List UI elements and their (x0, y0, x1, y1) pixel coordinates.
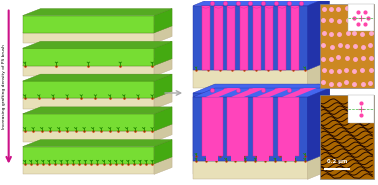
Bar (201, 6, 210, 70)
Polygon shape (23, 33, 154, 43)
Bar (231, 97, 244, 161)
Bar (206, 97, 218, 161)
Ellipse shape (253, 91, 261, 95)
Polygon shape (23, 114, 154, 131)
Bar (319, 95, 374, 179)
Polygon shape (206, 88, 240, 97)
Polygon shape (23, 131, 154, 142)
Text: 0.2 μm: 0.2 μm (327, 159, 347, 164)
Polygon shape (23, 124, 172, 131)
Polygon shape (193, 61, 330, 70)
Polygon shape (23, 26, 172, 33)
Polygon shape (193, 6, 308, 70)
Polygon shape (23, 48, 154, 65)
Polygon shape (193, 70, 308, 88)
Polygon shape (23, 74, 172, 81)
Polygon shape (23, 107, 172, 114)
Polygon shape (23, 164, 154, 174)
Ellipse shape (201, 3, 210, 8)
Polygon shape (308, 88, 330, 161)
Polygon shape (23, 9, 172, 16)
Ellipse shape (291, 3, 299, 8)
Ellipse shape (227, 91, 235, 95)
Polygon shape (308, 148, 330, 174)
Bar (240, 6, 248, 70)
Bar (291, 6, 299, 70)
Polygon shape (154, 140, 172, 164)
Polygon shape (193, 97, 308, 161)
Polygon shape (308, 61, 330, 88)
Text: Increasing grafting density of PS brush: Increasing grafting density of PS brush (2, 45, 6, 130)
Ellipse shape (278, 91, 286, 95)
Polygon shape (308, 84, 330, 157)
Ellipse shape (214, 3, 223, 8)
Bar (282, 97, 295, 161)
Polygon shape (193, 0, 330, 6)
Polygon shape (154, 124, 172, 142)
Bar (201, 93, 210, 157)
Polygon shape (154, 41, 172, 65)
Bar (214, 93, 223, 157)
Polygon shape (23, 16, 154, 33)
Polygon shape (282, 88, 317, 97)
Ellipse shape (265, 3, 273, 8)
Bar (291, 93, 299, 157)
Polygon shape (308, 152, 330, 179)
Bar (253, 6, 261, 70)
Polygon shape (154, 157, 172, 174)
Polygon shape (154, 91, 172, 109)
Ellipse shape (278, 3, 286, 8)
Bar (265, 93, 273, 157)
Polygon shape (193, 152, 330, 161)
Bar (227, 6, 235, 70)
Polygon shape (154, 59, 172, 76)
Ellipse shape (240, 91, 248, 95)
Ellipse shape (240, 3, 248, 8)
Ellipse shape (227, 3, 235, 8)
Polygon shape (215, 88, 330, 152)
Polygon shape (193, 84, 330, 93)
Ellipse shape (265, 91, 273, 95)
Bar (349, 95, 374, 123)
Polygon shape (257, 88, 291, 97)
Polygon shape (23, 59, 172, 65)
Ellipse shape (253, 3, 261, 8)
Bar (265, 6, 273, 70)
Polygon shape (23, 81, 154, 98)
Polygon shape (154, 26, 172, 43)
Bar (257, 97, 270, 161)
Polygon shape (23, 91, 172, 98)
Polygon shape (23, 65, 154, 76)
Polygon shape (193, 93, 308, 157)
Bar (319, 4, 374, 88)
Polygon shape (23, 147, 154, 164)
Polygon shape (215, 84, 330, 148)
Polygon shape (308, 0, 330, 70)
Bar (240, 93, 248, 157)
Polygon shape (23, 157, 172, 164)
Bar (214, 6, 223, 70)
Polygon shape (231, 88, 266, 97)
Polygon shape (193, 88, 330, 97)
Polygon shape (215, 0, 330, 61)
Polygon shape (23, 98, 154, 109)
Polygon shape (154, 74, 172, 98)
Bar (227, 93, 235, 157)
Ellipse shape (291, 91, 299, 95)
Polygon shape (154, 9, 172, 33)
Bar (253, 93, 261, 157)
Ellipse shape (214, 91, 223, 95)
Polygon shape (23, 41, 172, 48)
Polygon shape (154, 107, 172, 131)
Bar (349, 4, 374, 31)
Polygon shape (193, 148, 330, 157)
Bar (278, 93, 286, 157)
Ellipse shape (201, 91, 210, 95)
Polygon shape (193, 157, 308, 174)
Bar (278, 6, 286, 70)
Polygon shape (23, 140, 172, 147)
Polygon shape (193, 161, 308, 179)
